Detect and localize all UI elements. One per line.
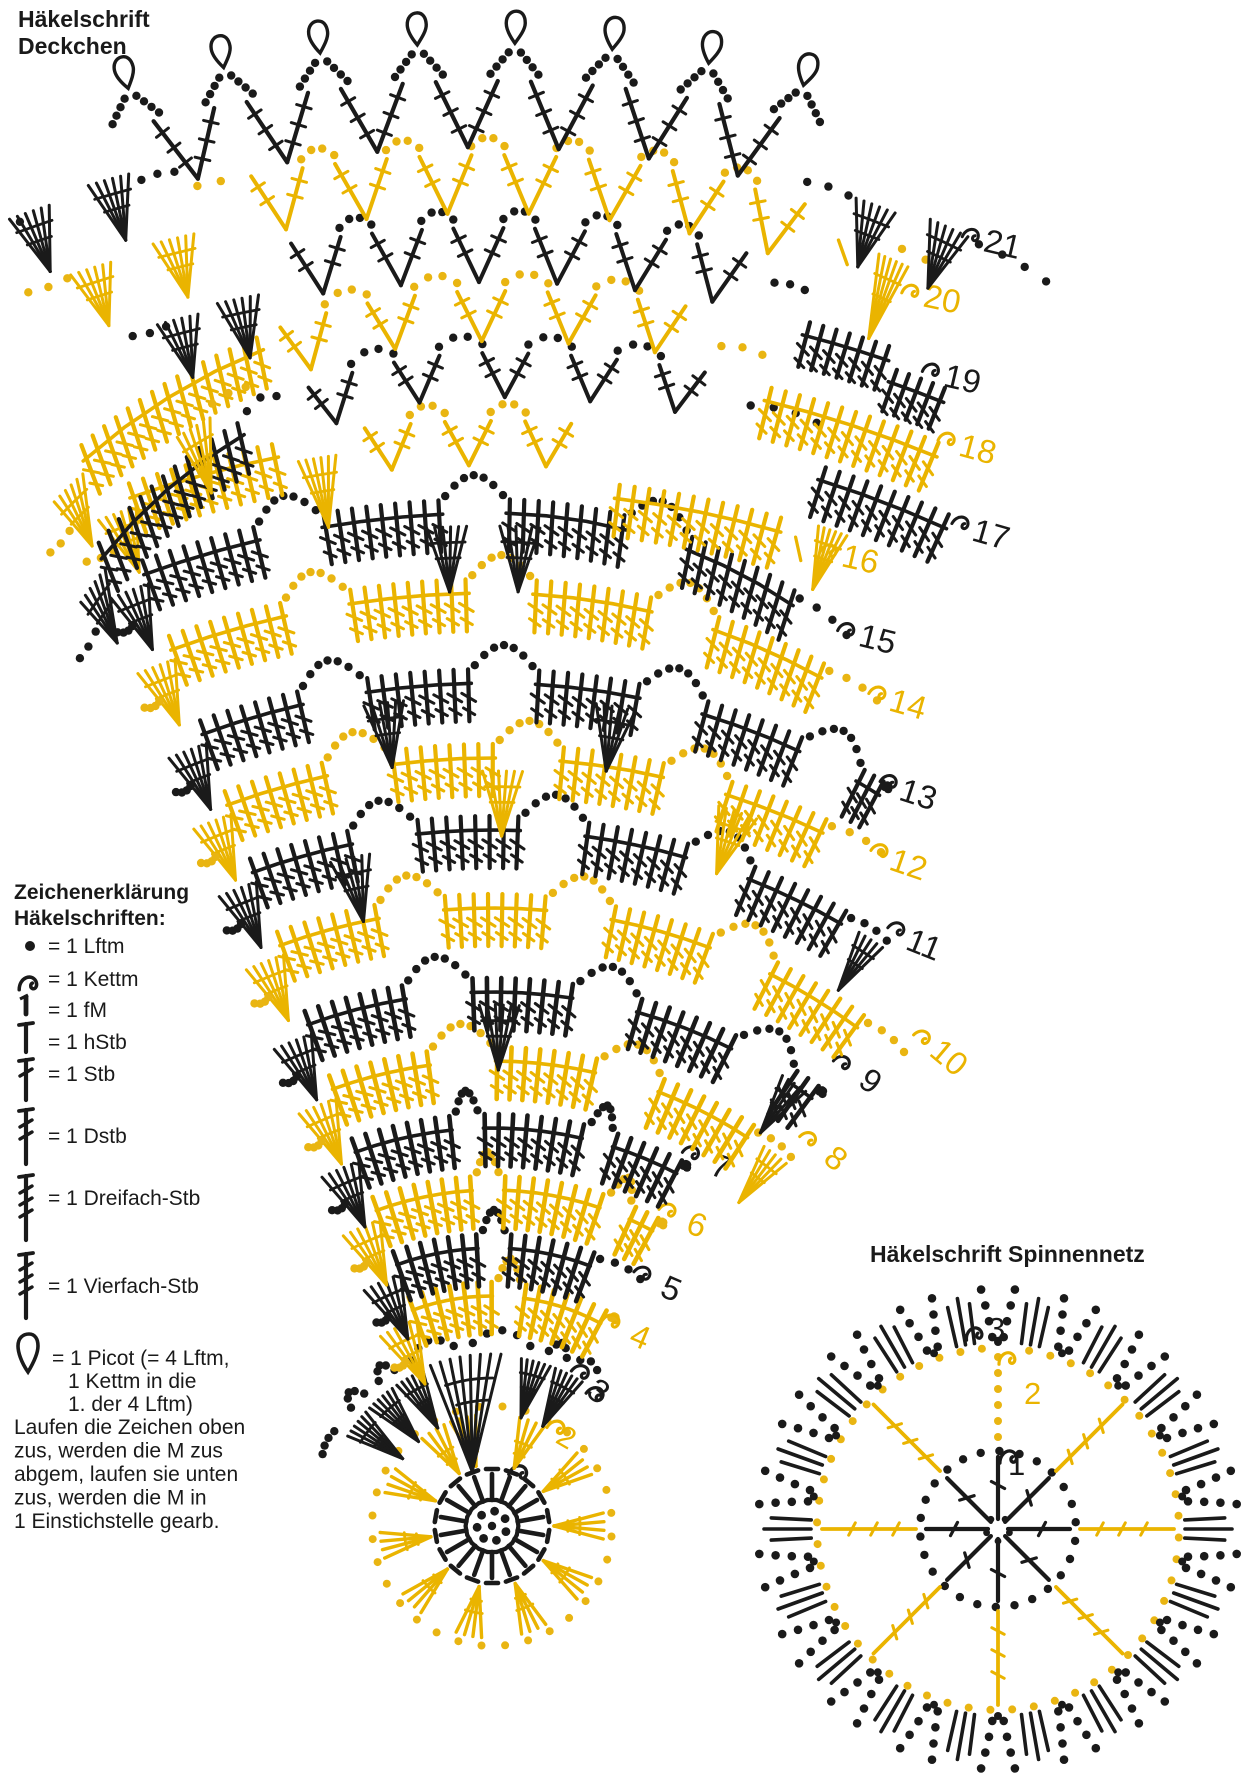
svg-text:3: 3 [988, 1311, 1005, 1346]
svg-text:1: 1 [1008, 1447, 1025, 1482]
svg-text:= 1 Dreifach-Stb: = 1 Dreifach-Stb [48, 1187, 200, 1210]
svg-text:1. der 4 Lftm): 1. der 4 Lftm) [68, 1393, 193, 1416]
svg-text:4: 4 [625, 1316, 656, 1357]
svg-text:Häkelschriften:: Häkelschriften: [14, 907, 166, 930]
svg-text:= 1 Kettm: = 1 Kettm [48, 968, 138, 991]
svg-text:= 1 Vierfach-Stb: = 1 Vierfach-Stb [48, 1275, 199, 1298]
svg-text:17: 17 [968, 511, 1013, 557]
svg-text:5: 5 [656, 1268, 687, 1309]
svg-text:21: 21 [981, 222, 1025, 266]
svg-text:1 Einstichstelle gearb.: 1 Einstichstelle gearb. [14, 1510, 219, 1533]
svg-text:14: 14 [885, 681, 930, 727]
svg-text:15: 15 [855, 616, 900, 661]
svg-text:9: 9 [852, 1060, 889, 1101]
svg-text:10: 10 [923, 1031, 975, 1083]
svg-text:abgem, laufen sie unten: abgem, laufen sie unten [14, 1463, 238, 1486]
svg-text:= 1 Dstb: = 1 Dstb [48, 1125, 127, 1148]
svg-text:Deckchen: Deckchen [18, 33, 127, 59]
svg-text:= 1 Picot (= 4 Lftm,: = 1 Picot (= 4 Lftm, [52, 1347, 229, 1370]
svg-text:= 1 hStb: = 1 hStb [48, 1031, 127, 1054]
svg-text:Häkelschrift: Häkelschrift [18, 6, 150, 32]
svg-text:2: 2 [551, 1419, 582, 1456]
svg-text:Laufen die Zeichen oben: Laufen die Zeichen oben [14, 1416, 245, 1439]
svg-text:12: 12 [885, 841, 932, 888]
svg-text:16: 16 [839, 537, 883, 581]
svg-text:13: 13 [895, 771, 941, 818]
svg-text:Häkelschrift Spinnennetz: Häkelschrift Spinnennetz [870, 1241, 1145, 1267]
svg-text:2: 2 [1024, 1376, 1041, 1411]
svg-text:8: 8 [817, 1138, 855, 1178]
svg-text:19: 19 [941, 357, 985, 401]
svg-text:18: 18 [955, 426, 1000, 471]
svg-text:1 Kettm in die: 1 Kettm in die [68, 1370, 196, 1393]
svg-text:= 1 fM: = 1 fM [48, 999, 107, 1022]
svg-text:zus, werden die M in: zus, werden die M in [14, 1487, 207, 1510]
svg-text:zus, werden die M zus: zus, werden die M zus [14, 1440, 223, 1463]
svg-text:= 1 Lftm: = 1 Lftm [48, 935, 124, 958]
svg-text:6: 6 [682, 1204, 712, 1245]
svg-text:= 1 Stb: = 1 Stb [48, 1063, 115, 1086]
svg-text:11: 11 [901, 921, 947, 968]
svg-text:Zeichenerklärung: Zeichenerklärung [14, 881, 189, 904]
